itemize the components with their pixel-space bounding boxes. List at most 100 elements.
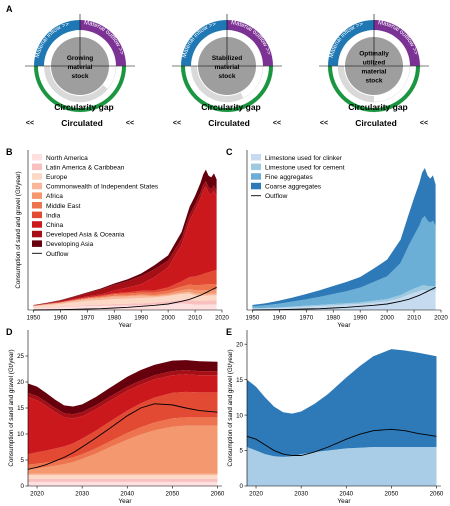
area-series-10 [28, 360, 218, 415]
area-series-5 [28, 425, 218, 474]
y-axis-label: Consumption of sand and gravel (Gt/year) [8, 349, 15, 466]
y-tick-label: 5 [240, 448, 244, 455]
stock-label: Stabilized [212, 55, 242, 62]
y-tick-label: 20 [236, 341, 243, 348]
panel-label: E [226, 327, 232, 337]
x-tick-label: 2020 [215, 315, 229, 322]
circularity-gap-band [338, 66, 374, 102]
y-axis-label: Consumption of sand and gravel (Gt/year) [15, 171, 22, 288]
arrows-left: << [26, 120, 34, 127]
legend-label: Outflow [46, 251, 69, 258]
x-axis-label: Year [337, 322, 351, 329]
legend-label: Coarse aggregates [265, 184, 322, 191]
outflow-arc [374, 20, 420, 66]
stock-label: Optimally [359, 51, 389, 58]
area-series-6 [33, 284, 217, 306]
legend-label: Limestone used for cement [265, 164, 345, 171]
y-tick-label: 15 [17, 405, 24, 412]
circulated-label: Circulated [61, 118, 103, 128]
arrows-left: << [126, 120, 134, 127]
legend-swatch [32, 202, 42, 209]
x-tick-label: 2040 [120, 491, 134, 498]
legend-swatch [32, 173, 42, 180]
area-series-4 [252, 168, 436, 307]
area-series-2 [247, 349, 437, 457]
arrows-left: << [273, 120, 281, 127]
x-tick-label: 1990 [353, 315, 367, 322]
panel-label: B [6, 147, 13, 157]
y-tick-label: 25 [17, 353, 24, 360]
legend-label: Developing Asia [46, 241, 94, 248]
legend-label: Middle East [46, 203, 81, 210]
panel-label: D [6, 327, 13, 337]
x-axis-label: Year [118, 498, 132, 505]
x-tick-label: 1960 [272, 315, 286, 322]
arrows-left: << [320, 120, 328, 127]
area-series-3 [28, 475, 218, 479]
x-tick-label: 1950 [27, 315, 41, 322]
area-series-3 [33, 293, 217, 308]
panel-label: C [226, 147, 233, 157]
legend-swatch [251, 173, 261, 180]
legend-swatch [32, 240, 42, 247]
x-tick-label: 2010 [188, 315, 202, 322]
area-series-7 [28, 391, 218, 465]
x-tick-label: 1980 [107, 315, 121, 322]
legend-swatch [32, 211, 42, 219]
x-tick-label: 2020 [30, 491, 44, 498]
legend-swatch [32, 230, 42, 238]
x-tick-label: 2060 [211, 491, 225, 498]
x-tick-label: 2050 [384, 491, 398, 498]
stock-label: Growing [67, 55, 93, 62]
legend-label: Africa [46, 193, 63, 200]
circulated-label: Circulated [208, 118, 250, 128]
y-tick-label: 10 [236, 412, 243, 419]
legend-label: Fine aggregates [265, 174, 313, 181]
x-axis-label: Year [337, 498, 351, 505]
arrows-left: << [420, 120, 428, 127]
stock-label: stock [219, 73, 236, 80]
outflow-line [246, 428, 437, 456]
legend-swatch [32, 221, 42, 228]
area-series-3 [252, 216, 436, 309]
x-tick-label: 2030 [294, 491, 308, 498]
x-tick-label: 2060 [430, 491, 444, 498]
x-tick-label: 2040 [339, 491, 353, 498]
area-series-1 [33, 303, 217, 310]
area-series-10 [33, 169, 217, 306]
x-tick-label: 2000 [380, 315, 394, 322]
legend-swatch [251, 182, 261, 190]
area-series-1 [252, 290, 436, 310]
legend-swatch [32, 154, 42, 161]
x-tick-label: 2000 [161, 315, 175, 322]
y-tick-label: 0 [240, 483, 244, 490]
circularity-gap-band [191, 66, 244, 103]
legend-label: Limestone used for clinker [265, 155, 343, 162]
stock-label: material [362, 69, 387, 76]
ring-fill [38, 66, 68, 106]
x-tick-label: 2020 [249, 491, 263, 498]
area-series-8 [28, 374, 218, 455]
x-tick-label: 1980 [326, 315, 340, 322]
stock-label: material [68, 64, 93, 71]
y-axis-label: Consumption of sand and gravel (Gt/year) [227, 349, 234, 466]
area-series-1 [28, 481, 218, 486]
legend-label: Developed Asia & Oceania [46, 232, 125, 239]
legend-swatch [251, 154, 261, 161]
legend-label: China [46, 222, 64, 229]
circularity-gap-band [44, 66, 108, 103]
chart-panel-d: D 2020 2030 2040 2050 2060 Year 0 5 10 15 20 25Consu… [6, 327, 225, 505]
area-series-2 [33, 300, 217, 308]
x-axis-label: Year [118, 322, 132, 329]
legend-swatch [32, 192, 42, 199]
outflow-line [27, 403, 218, 470]
legend-label: Latin America & Caribbean [46, 164, 125, 171]
legend-swatch [251, 163, 261, 171]
outflow-line [252, 286, 436, 311]
chart-panel-b: B 1950 1960 1970 1980 1990 2000 2010 2020 Year Con… [6, 147, 229, 329]
area-series-2 [28, 478, 218, 482]
